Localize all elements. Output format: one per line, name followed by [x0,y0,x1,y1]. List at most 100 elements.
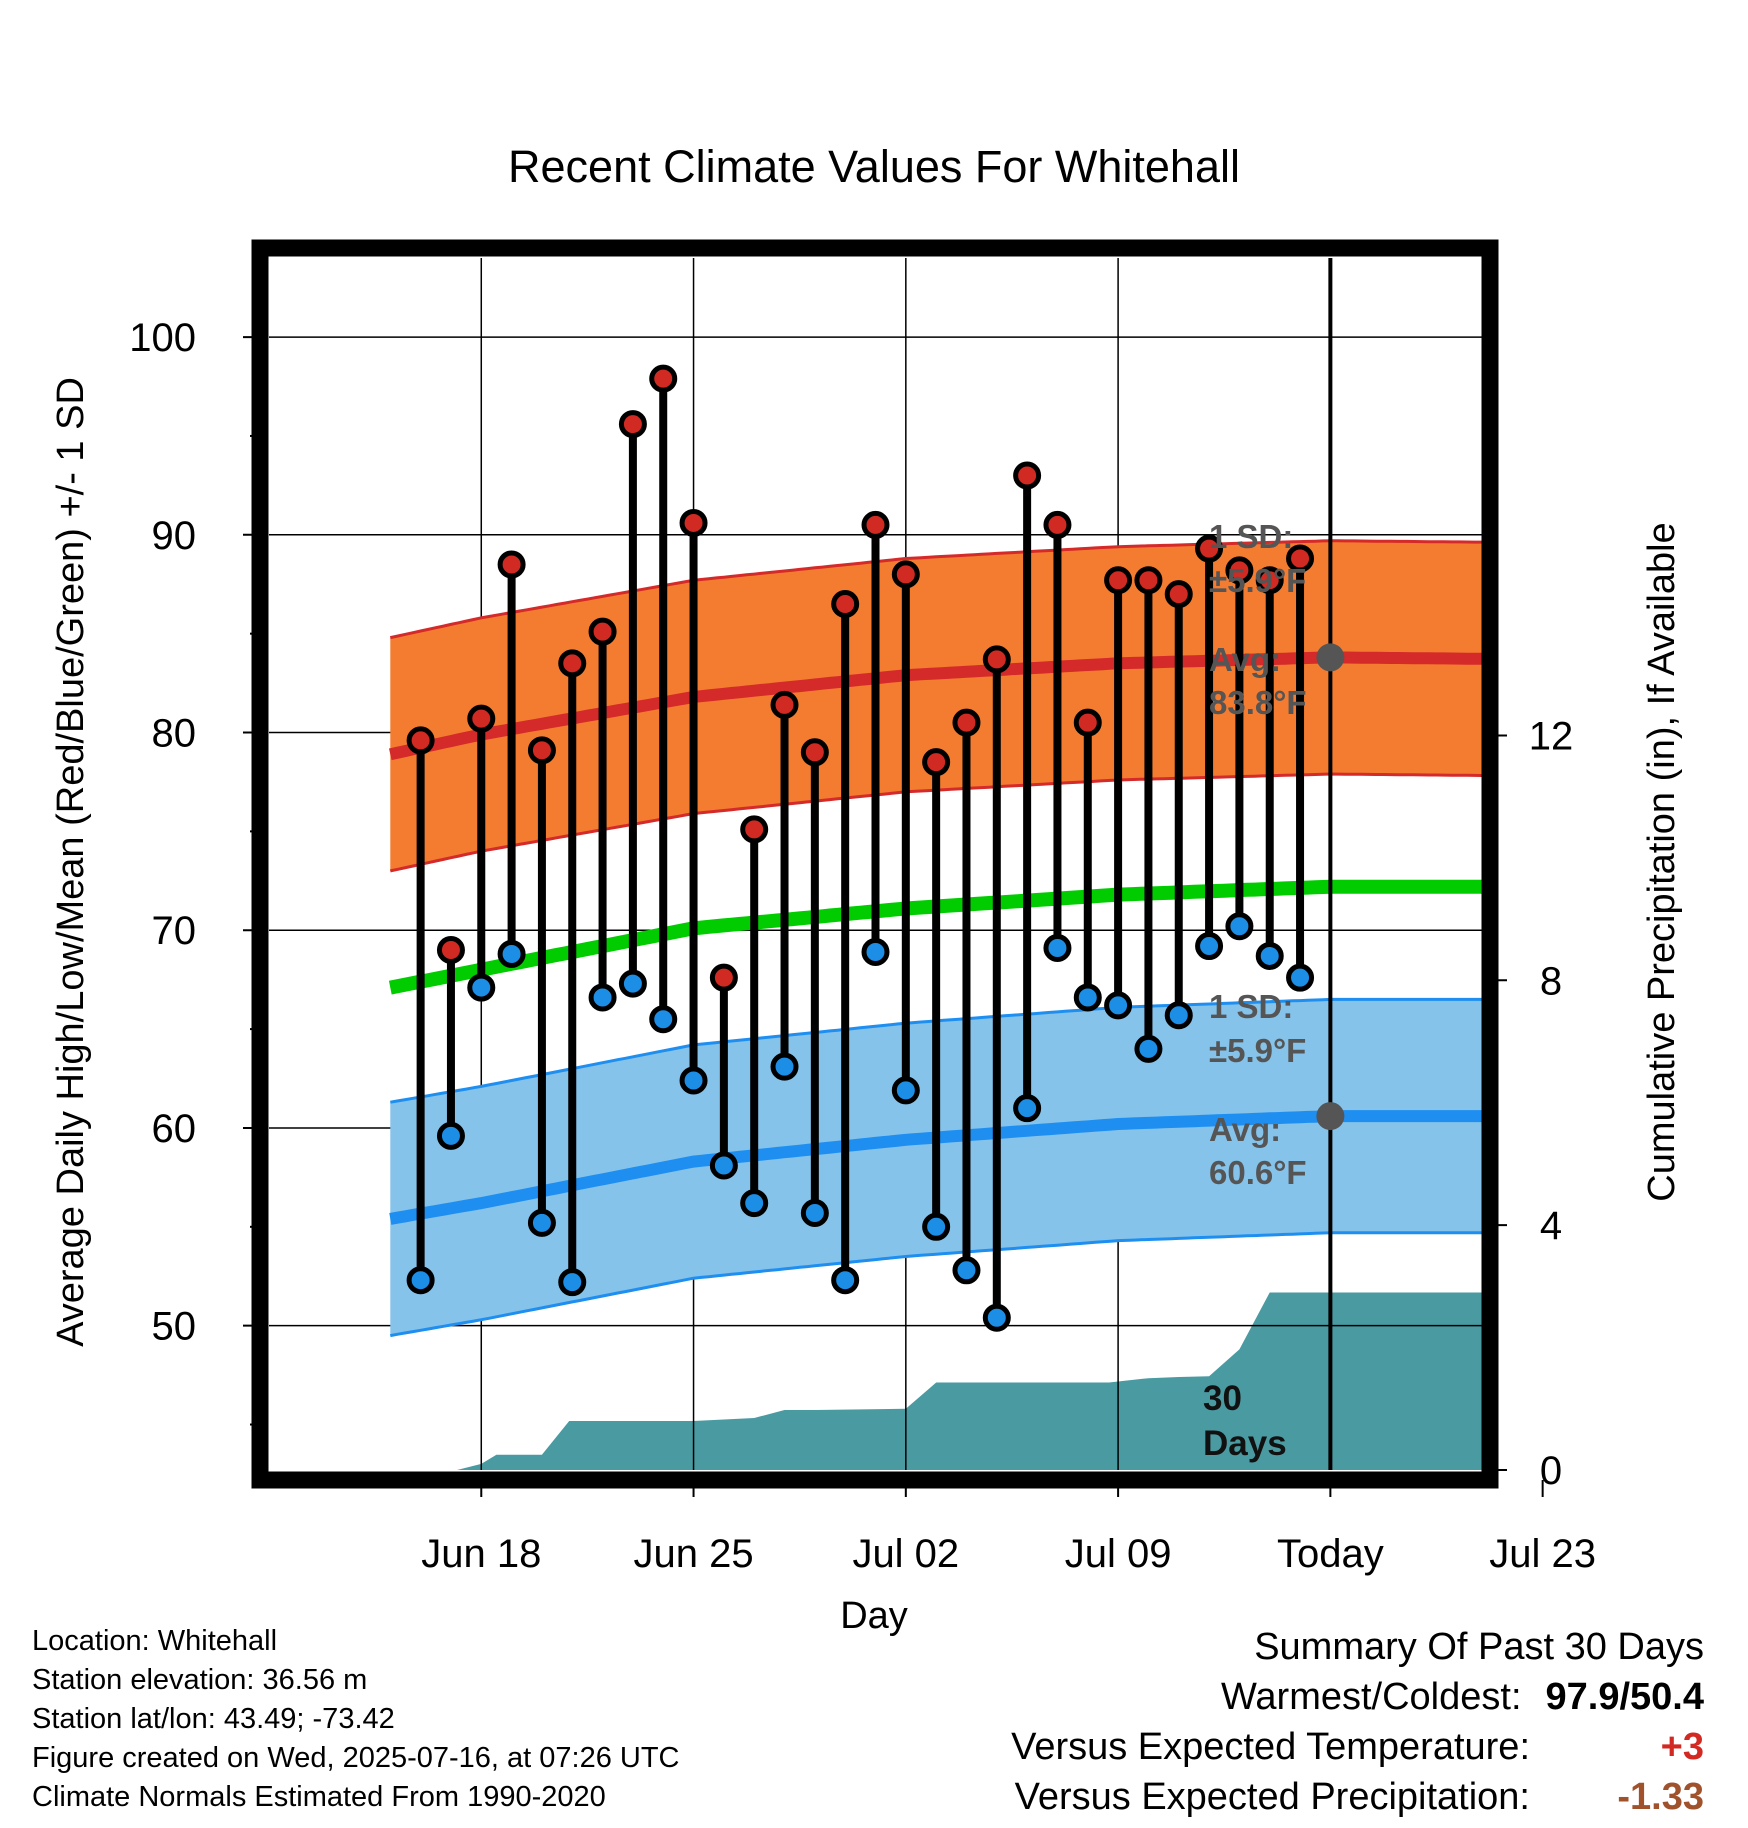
daily-high-point [709,963,738,992]
daily-low-point [1013,1094,1042,1123]
daily-low-point [1073,983,1102,1012]
daily-low-point [1195,932,1224,961]
low-sd-label: 1 SD: [1209,988,1293,1025]
daily-low-point [831,1266,860,1295]
temp-anomaly-label: Versus Expected Temperature: [1011,1726,1530,1768]
station-info: Location: Whitehall Station elevation: 3… [32,1622,680,1817]
daily-low-point [1134,1034,1163,1063]
daily-low-point [952,1256,981,1285]
daily-low-point [588,983,617,1012]
x-axis-label: Day [840,1595,908,1637]
warm-cold-value: 97.9/50.4 [1545,1676,1704,1718]
low-average-line [389,1110,1482,1225]
daily-low-point [527,1208,556,1237]
daily-high-point [861,510,890,539]
y2-tick-label: 12 [1529,714,1574,758]
daily-high-point [922,748,951,777]
chart-title: Recent Climate Values For Whitehall [508,141,1240,192]
daily-high-point [1225,556,1254,585]
daily-low-point [800,1198,829,1227]
x-tick-label: Jul 23 [1489,1532,1596,1576]
warm-cold-label: Warmest/Coldest: [1220,1676,1522,1718]
x-tick-label: Jun 18 [421,1532,541,1576]
daily-high-point [497,550,526,579]
precip-days-number: 30 [1203,1379,1242,1418]
today-high-average-marker [1316,643,1345,672]
daily-high-point [831,590,860,619]
daily-ranges [416,378,1305,1318]
daily-low-point [558,1268,587,1297]
daily-high-point [1134,566,1163,595]
daily-low-point [406,1266,435,1295]
plot-area [269,258,1482,1470]
daily-low-point [649,1005,678,1034]
daily-high-point [467,704,496,733]
daily-high-point [649,364,678,393]
daily-low-point [982,1303,1011,1332]
x-tick-label: Jun 25 [633,1532,753,1576]
daily-high-point [1043,510,1072,539]
summary-warm-cold: Warmest/Coldest: 97.9/50.4 [1011,1672,1704,1722]
high-sd-value: ±5.9°F [1209,562,1306,599]
daily-low-point [1286,963,1315,992]
created-text: Figure created on Wed, 2025-07-16, at 07… [32,1742,680,1774]
precip-anomaly-label: Versus Expected Precipitation: [1014,1776,1530,1818]
daily-low-point [436,1121,465,1150]
today-low-average-marker [1316,1102,1345,1131]
daily-low-point [740,1189,769,1218]
high-avg-label: Avg: [1209,641,1281,678]
y-tick-label: 50 [152,1305,197,1349]
precipitation-area [420,1292,1482,1470]
elevation-text: Station elevation: 36.56 m [32,1664,368,1696]
y-tick-label: 60 [152,1107,197,1151]
low-avg-label: Avg: [1209,1111,1281,1148]
mean-average-line [388,879,1482,995]
daily-high-point [1073,708,1102,737]
daily-high-point [1164,580,1193,609]
daily-low-point [1104,991,1133,1020]
y2-tick-label: 0 [1540,1449,1562,1493]
x-tick-label: Today [1277,1532,1384,1576]
daily-high-point [1013,461,1042,490]
daily-high-point [740,815,769,844]
daily-high-point [527,736,556,765]
high-avg-value: 83.8°F [1209,684,1307,721]
summary-precipitation: Versus Expected Precipitation: -1.33 [1011,1772,1704,1822]
daily-low-point [618,969,647,998]
today-line [1316,258,1345,1470]
low-lower-edge [390,1231,1482,1338]
daily-high-point [1286,544,1315,573]
daily-high-point [588,617,617,646]
daily-low-point [467,973,496,1002]
daily-high-point [436,936,465,965]
daily-high-point [1195,534,1224,563]
normals-text: Climate Normals Estimated From 1990-2020 [32,1781,606,1813]
x-tick-label: Jul 09 [1065,1532,1172,1576]
daily-high-point [770,690,799,719]
x-tick-label: Jul 02 [852,1532,959,1576]
high-upper-edge [389,539,1482,640]
summary-temperature: Versus Expected Temperature: +3 [1011,1722,1704,1772]
daily-low-point [709,1151,738,1180]
precip-area [420,1292,1482,1470]
low-upper-edge [390,997,1482,1104]
daily-low-point [1225,912,1254,941]
precip-anomaly-value: -1.33 [1617,1776,1704,1818]
annotations: 1 SD: ±5.9°F Avg: 83.8°F 1 SD: ±5.9°F Av… [1203,518,1307,1463]
y2-tick-label: 8 [1540,959,1562,1003]
daily-low-point [679,1066,708,1095]
plot-frame [251,239,1499,1489]
precip-days-label: Days [1203,1424,1287,1463]
y-axis-label: Average Daily High/Low/Mean (Red/Blue/Gr… [50,377,92,1347]
daily-high-point [891,560,920,589]
temp-anomaly-value: +3 [1660,1726,1704,1768]
daily-low-point [891,1076,920,1105]
y-tick-label: 90 [152,514,197,558]
high-lower-edge [389,772,1482,873]
daily-high-point [1255,566,1284,595]
y2-axis-label: Cumulative Precipitation (in), If Availa… [1641,522,1683,1201]
latlon-text: Station lat/lon: 43.49; -73.42 [32,1703,395,1735]
daily-high-point [679,508,708,537]
summary-panel: Summary Of Past 30 Days Warmest/Coldest:… [1011,1622,1704,1822]
